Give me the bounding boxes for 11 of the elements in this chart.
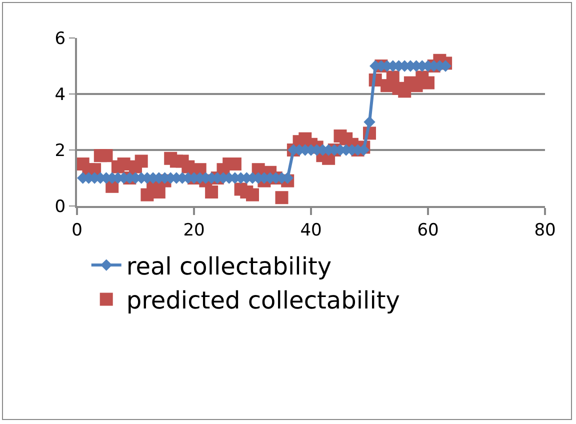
x-tick-label: 0 xyxy=(72,220,82,240)
x-tick-label: 80 xyxy=(534,220,556,240)
legend-label: real collectability xyxy=(126,252,332,280)
x-tick-label: 20 xyxy=(183,220,205,240)
x-tick-label: 60 xyxy=(417,220,439,240)
x-tick-label: 40 xyxy=(300,220,322,240)
y-tick-label: 0 xyxy=(54,196,66,217)
y-tick-label: 2 xyxy=(54,140,66,161)
y-tick-label: 6 xyxy=(54,28,66,49)
legend-label: predicted collectability xyxy=(126,286,400,315)
y-tick-label: 4 xyxy=(54,84,66,105)
